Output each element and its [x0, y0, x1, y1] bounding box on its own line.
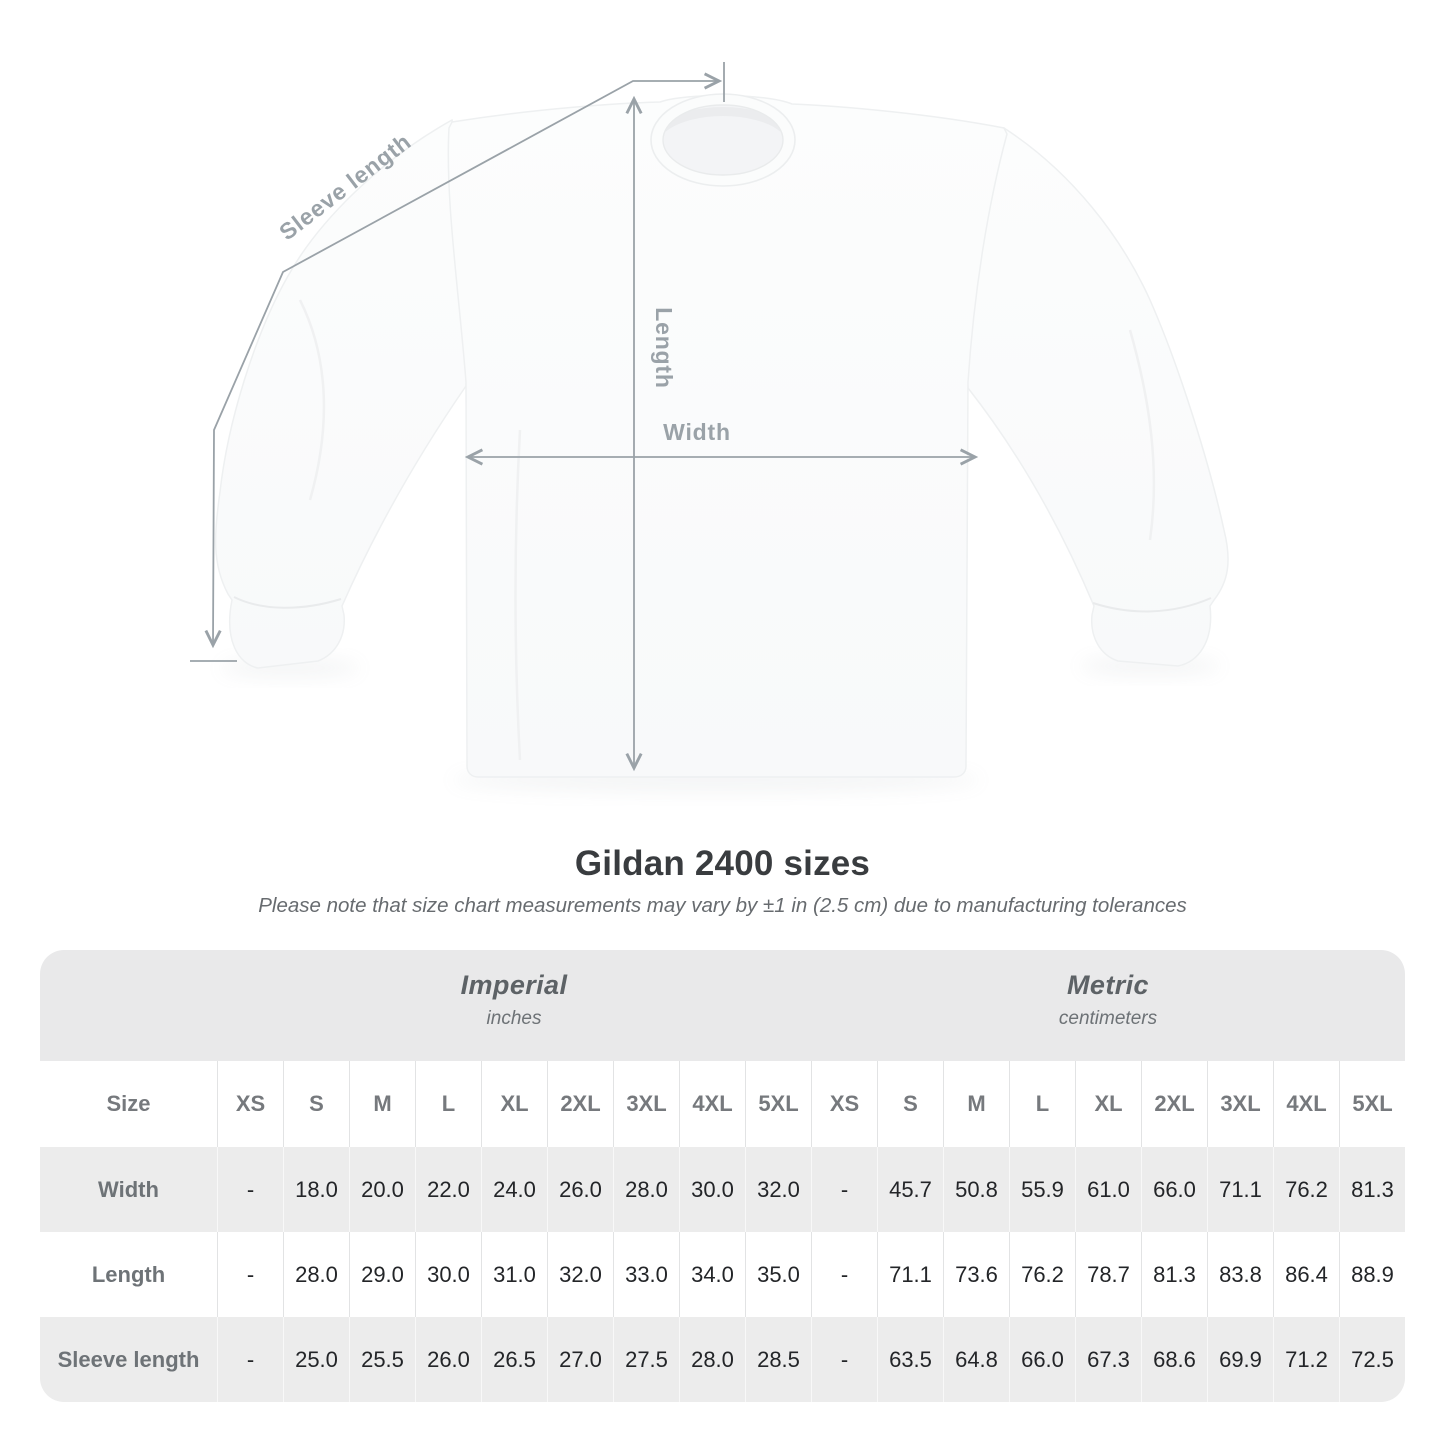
value-cell: 29.0: [349, 1232, 415, 1317]
length-label: Length: [651, 307, 677, 388]
width-label: Width: [663, 419, 731, 445]
metric-unit: centimeters: [1058, 1008, 1158, 1029]
value-cell: 78.7: [1075, 1232, 1141, 1317]
value-cell: 28.0: [613, 1147, 679, 1232]
value-cell: -: [217, 1232, 283, 1317]
row-label: Sleeve length: [40, 1317, 217, 1402]
value-cell: 81.3: [1141, 1232, 1207, 1317]
size-grid: Size XS S M L XL 2XL 3XL 4XL 5XL XS S M L XL 2XL 3XL 4XL 5…: [40, 1061, 1405, 1402]
value-cell: 28.0: [679, 1317, 745, 1402]
value-cell: 26.5: [481, 1317, 547, 1402]
value-cell: 71.1: [877, 1232, 943, 1317]
value-cell: 32.0: [745, 1147, 811, 1232]
value-cell: 26.0: [415, 1317, 481, 1402]
value-cell: 25.5: [349, 1317, 415, 1402]
size-column-header: Size: [40, 1061, 217, 1147]
value-cell: -: [811, 1317, 877, 1402]
value-cell: 24.0: [481, 1147, 547, 1232]
value-cell: 22.0: [415, 1147, 481, 1232]
measurement-lines: [190, 62, 979, 772]
value-cell: 64.8: [943, 1317, 1009, 1402]
size-header-cell: XS: [811, 1061, 877, 1147]
shirt-illustration: Sleeve length Length Width: [190, 62, 1229, 793]
value-cell: -: [217, 1317, 283, 1402]
value-cell: 27.5: [613, 1317, 679, 1402]
value-cell: 25.0: [283, 1317, 349, 1402]
size-header-cell: 2XL: [547, 1061, 613, 1147]
value-cell: 55.9: [1009, 1147, 1075, 1232]
size-table: Imperial inches Metric centimeters Size X…: [40, 950, 1405, 1402]
size-header-cell: 4XL: [679, 1061, 745, 1147]
size-header-cell: XL: [481, 1061, 547, 1147]
size-header-cell: 5XL: [1339, 1061, 1405, 1147]
value-cell: 28.0: [283, 1232, 349, 1317]
size-header-cell: L: [415, 1061, 481, 1147]
size-header-cell: 4XL: [1273, 1061, 1339, 1147]
page-title: Gildan 2400 sizes: [574, 844, 871, 883]
value-cell: 76.2: [1273, 1147, 1339, 1232]
value-cell: 63.5: [877, 1317, 943, 1402]
value-cell: 71.2: [1273, 1317, 1339, 1402]
value-cell: 81.3: [1339, 1147, 1405, 1232]
size-header-cell: S: [877, 1061, 943, 1147]
size-header-cell: L: [1009, 1061, 1075, 1147]
size-header-cell: 3XL: [1207, 1061, 1273, 1147]
value-cell: 61.0: [1075, 1147, 1141, 1232]
value-cell: 28.5: [745, 1317, 811, 1402]
value-cell: 27.0: [547, 1317, 613, 1402]
size-header-cell: 3XL: [613, 1061, 679, 1147]
value-cell: 18.0: [283, 1147, 349, 1232]
value-cell: 50.8: [943, 1147, 1009, 1232]
value-cell: 71.1: [1207, 1147, 1273, 1232]
value-cell: -: [811, 1147, 877, 1232]
size-header-cell: 2XL: [1141, 1061, 1207, 1147]
size-header-cell: 5XL: [745, 1061, 811, 1147]
right-cuff-seam: [1092, 597, 1212, 613]
value-cell: 67.3: [1075, 1317, 1141, 1402]
value-cell: 66.0: [1009, 1317, 1075, 1402]
value-cell: 20.0: [349, 1147, 415, 1232]
row-label: Length: [40, 1232, 217, 1317]
value-cell: 45.7: [877, 1147, 943, 1232]
value-cell: 73.6: [943, 1232, 1009, 1317]
value-cell: 66.0: [1141, 1147, 1207, 1232]
size-header-cell: M: [349, 1061, 415, 1147]
value-cell: 83.8: [1207, 1232, 1273, 1317]
value-cell: 30.0: [415, 1232, 481, 1317]
value-cell: 26.0: [547, 1147, 613, 1232]
imperial-unit: inches: [486, 1008, 542, 1029]
value-cell: 34.0: [679, 1232, 745, 1317]
value-cell: 30.0: [679, 1147, 745, 1232]
metric-header: Metric centimeters: [811, 950, 1405, 1061]
value-cell: 32.0: [547, 1232, 613, 1317]
size-header-cell: S: [283, 1061, 349, 1147]
sleeve-length-line: [204, 72, 723, 649]
value-cell: 88.9: [1339, 1232, 1405, 1317]
value-cell: 72.5: [1339, 1317, 1405, 1402]
unit-header-band: Imperial inches Metric centimeters: [40, 950, 1405, 1061]
value-cell: 86.4: [1273, 1232, 1339, 1317]
size-header-cell: XS: [217, 1061, 283, 1147]
shirt-right-sleeve: [965, 126, 1229, 667]
value-cell: 69.9: [1207, 1317, 1273, 1402]
imperial-header: Imperial inches: [217, 950, 811, 1061]
size-header-cell: XL: [1075, 1061, 1141, 1147]
metric-title: Metric: [1067, 970, 1149, 1000]
value-cell: 35.0: [745, 1232, 811, 1317]
value-cell: 31.0: [481, 1232, 547, 1317]
value-cell: 33.0: [613, 1232, 679, 1317]
value-cell: -: [217, 1147, 283, 1232]
value-cell: 76.2: [1009, 1232, 1075, 1317]
shirt-diagram: Sleeve length Length Width: [190, 62, 1229, 793]
tolerance-note: Please note that size chart measurements…: [258, 894, 1187, 917]
row-label: Width: [40, 1147, 217, 1232]
value-cell: -: [811, 1232, 877, 1317]
value-cell: 68.6: [1141, 1317, 1207, 1402]
size-header-cell: M: [943, 1061, 1009, 1147]
shirt-collar: [650, 93, 796, 187]
imperial-title: Imperial: [460, 970, 568, 1000]
